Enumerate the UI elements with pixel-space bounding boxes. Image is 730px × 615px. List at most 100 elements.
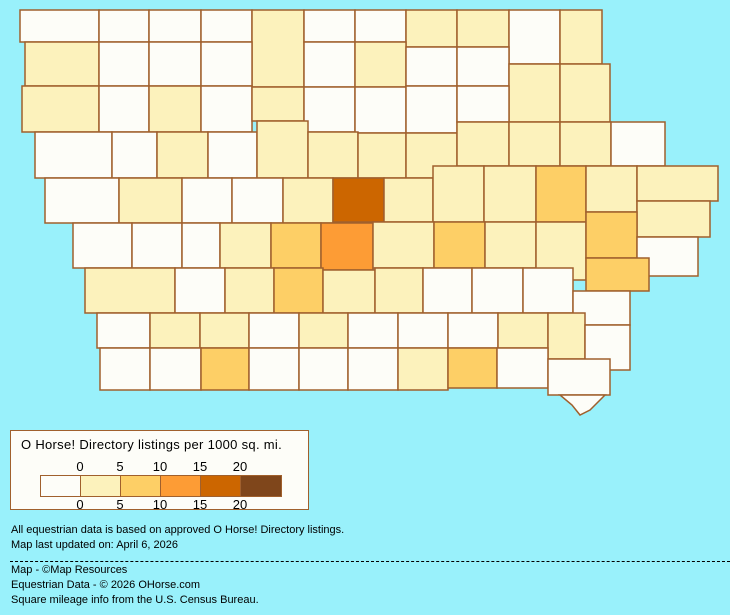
county[interactable] [303, 86, 356, 133]
county[interactable] [332, 177, 385, 223]
county[interactable] [118, 177, 183, 224]
county[interactable] [149, 347, 202, 391]
county[interactable] [484, 221, 537, 269]
county[interactable] [200, 347, 250, 391]
county[interactable] [224, 267, 275, 314]
county[interactable] [522, 267, 574, 314]
county[interactable] [298, 312, 349, 349]
county[interactable] [432, 165, 485, 223]
county[interactable] [98, 41, 150, 87]
county[interactable] [282, 177, 334, 224]
county[interactable] [397, 347, 449, 391]
county[interactable] [535, 165, 587, 223]
county[interactable] [357, 132, 407, 179]
county[interactable] [96, 312, 151, 349]
county[interactable] [251, 9, 305, 88]
county[interactable] [405, 85, 458, 134]
county[interactable] [251, 86, 305, 122]
county[interactable] [508, 9, 561, 65]
county[interactable] [497, 312, 549, 349]
county[interactable] [508, 63, 561, 123]
county[interactable] [456, 9, 510, 48]
county[interactable] [483, 165, 537, 223]
county[interactable] [405, 132, 458, 179]
county[interactable] [347, 347, 399, 391]
county[interactable] [372, 221, 435, 269]
county[interactable] [298, 347, 349, 391]
county[interactable] [148, 41, 202, 87]
county[interactable] [405, 46, 458, 87]
county[interactable] [149, 312, 201, 349]
county[interactable] [131, 222, 183, 269]
county[interactable] [303, 41, 356, 88]
county[interactable] [199, 312, 250, 349]
legend-top-tick: 15 [192, 459, 208, 474]
county[interactable] [585, 257, 650, 292]
county[interactable] [219, 222, 272, 269]
county[interactable] [148, 9, 202, 43]
county[interactable] [320, 222, 374, 271]
county[interactable] [610, 121, 666, 167]
county[interactable] [248, 347, 300, 391]
county[interactable] [397, 312, 449, 349]
county[interactable] [447, 347, 498, 389]
county[interactable] [585, 211, 638, 259]
county[interactable] [19, 9, 100, 43]
county[interactable] [98, 9, 150, 43]
county[interactable] [347, 312, 399, 349]
county[interactable] [156, 131, 209, 179]
county[interactable] [148, 85, 202, 133]
county[interactable] [200, 9, 253, 43]
county[interactable] [456, 46, 510, 87]
county[interactable] [322, 269, 376, 314]
county[interactable] [422, 267, 473, 314]
county[interactable] [273, 267, 324, 314]
county[interactable] [34, 131, 113, 179]
county[interactable] [559, 63, 611, 123]
county[interactable] [207, 131, 258, 179]
legend-bottom-tick: 10 [152, 497, 168, 512]
county[interactable] [636, 236, 699, 277]
county[interactable] [557, 394, 607, 416]
county[interactable] [231, 177, 284, 224]
county[interactable] [44, 177, 120, 224]
county[interactable] [471, 267, 524, 314]
census-credit: Square mileage info from the U.S. Census… [11, 594, 259, 606]
county[interactable] [496, 347, 549, 389]
county[interactable] [354, 86, 407, 134]
county[interactable] [585, 165, 638, 213]
county[interactable] [405, 9, 458, 48]
county[interactable] [547, 358, 611, 396]
county[interactable] [98, 85, 150, 133]
county[interactable] [111, 131, 158, 179]
county[interactable] [174, 267, 226, 314]
county[interactable] [72, 222, 133, 269]
county[interactable] [84, 267, 176, 314]
county[interactable] [508, 121, 561, 167]
county[interactable] [636, 165, 719, 202]
county[interactable] [559, 121, 612, 167]
county[interactable] [447, 312, 499, 349]
county[interactable] [307, 131, 359, 179]
county[interactable] [270, 222, 322, 269]
county[interactable] [354, 41, 407, 88]
county[interactable] [181, 222, 221, 269]
county[interactable] [303, 9, 356, 43]
county[interactable] [456, 85, 510, 123]
county[interactable] [99, 347, 151, 391]
county[interactable] [374, 267, 424, 314]
county[interactable] [200, 41, 253, 87]
county[interactable] [21, 85, 100, 133]
county[interactable] [200, 85, 253, 133]
county[interactable] [547, 312, 586, 360]
county[interactable] [559, 9, 603, 65]
county[interactable] [433, 221, 486, 269]
county[interactable] [383, 177, 434, 223]
county[interactable] [248, 312, 300, 349]
county[interactable] [456, 121, 510, 167]
county[interactable] [256, 120, 309, 179]
county[interactable] [636, 200, 711, 238]
county[interactable] [24, 41, 100, 87]
county[interactable] [181, 177, 233, 224]
county[interactable] [354, 9, 407, 43]
